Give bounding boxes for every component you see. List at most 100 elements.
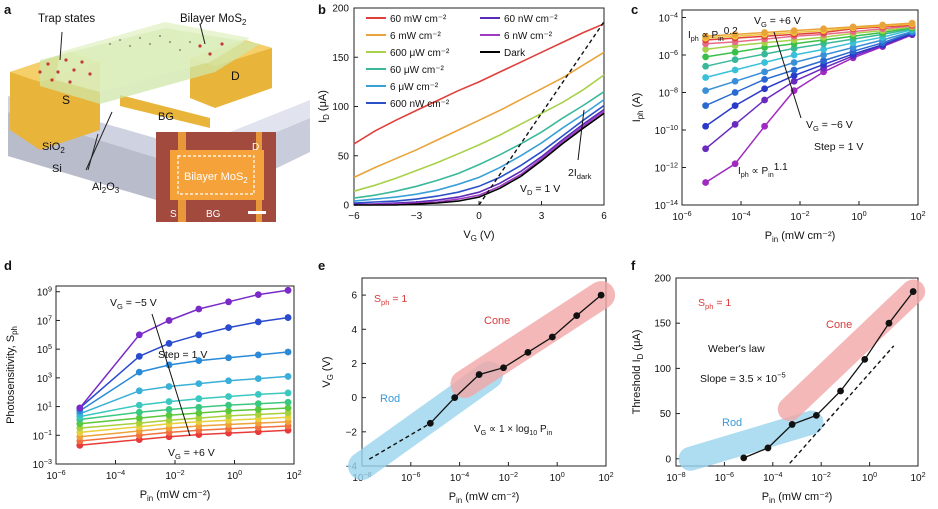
x-tick-label: 10−2 (165, 468, 184, 482)
annotation-step: Step = 1 V (814, 141, 863, 153)
svg-text:S: S (170, 209, 177, 220)
x-tick-label: 10−4 (731, 209, 750, 223)
data-point (195, 409, 203, 417)
svg-text:S: S (62, 93, 70, 107)
series-line (705, 22, 913, 38)
y-tick-label: 10−14 (655, 198, 678, 212)
data-point (702, 32, 709, 40)
plot-frame (361, 277, 607, 467)
y-tick-label: 6 (351, 291, 357, 302)
panel-label-f: f (631, 258, 636, 273)
x-tick-label: 6 (601, 211, 607, 222)
data-point (702, 179, 709, 186)
y-tick-label: 0 (351, 393, 357, 404)
data-point (861, 355, 869, 363)
y-tick-label: 4 (351, 325, 357, 336)
data-point (820, 25, 827, 33)
data-point (820, 51, 827, 59)
series-line (354, 112, 605, 206)
data-point (761, 59, 768, 66)
x-axis-label: Pin (mW cm⁻²) (762, 491, 833, 505)
svg-text:SiO2: SiO2 (42, 141, 65, 155)
data-point (225, 377, 232, 385)
data-point (225, 298, 232, 306)
y-tick-label: 150 (654, 319, 671, 330)
data-point (254, 400, 262, 408)
data-point (790, 45, 798, 52)
y-tick-label: 150 (332, 53, 349, 64)
data-point (761, 29, 768, 36)
annotation-sph: Sph = 1 (374, 293, 407, 307)
x-tick-label: 10−6 (715, 470, 734, 484)
x-tick-label: −6 (348, 211, 360, 222)
annotation-arrow (577, 109, 585, 161)
chart-c-photocurrent: 10−6 10−4 10−2 100 102 10−14 10−12 10−10 10−8 10−… (631, 9, 926, 244)
data-point (254, 351, 262, 359)
data-point (165, 406, 173, 413)
annotation-vg-pos: VG = +6 V (754, 15, 801, 29)
x-tick-label: 10−8 (666, 470, 685, 484)
data-point (731, 66, 739, 74)
data-point (500, 364, 507, 372)
data-point (761, 85, 768, 93)
series-line (353, 23, 605, 145)
svg-text:Bilayer MoS2: Bilayer MoS2 (184, 171, 248, 185)
data-point (135, 419, 143, 427)
y-tick-label: 10−8 (659, 85, 678, 99)
data-point (761, 75, 768, 83)
data-point (731, 77, 739, 85)
y-tick-label: 109 (37, 285, 52, 299)
svg-text:BG: BG (158, 111, 174, 123)
x-tick-label: 10−6 (401, 470, 420, 484)
trap-states-dots (38, 42, 224, 84)
data-point (790, 77, 798, 85)
device-photo-inset: Bilayer MoS2 D S BG (156, 132, 276, 222)
data-point (702, 74, 709, 81)
chart-b-transfer-curves: −6 −3 0 3 6 0 50 100 150 200 VG (V) ID (μA) 60 mW cm… (317, 4, 607, 244)
x-tick-label: 102 (910, 470, 925, 484)
x-tick-label: 10−6 (46, 468, 65, 482)
y-tick-label: 0 (665, 454, 671, 465)
data-point (908, 19, 916, 27)
y-tick-label: −2 (346, 427, 358, 438)
data-point (761, 96, 768, 104)
y-axis-label: Iph (A) (631, 93, 645, 123)
data-point (837, 387, 844, 395)
data-point (731, 102, 739, 110)
data-point (885, 319, 893, 327)
data-point (195, 357, 203, 365)
data-point (790, 66, 798, 74)
data-point (284, 314, 292, 321)
data-point (702, 87, 709, 95)
data-point (195, 403, 203, 411)
series-line (705, 34, 913, 184)
x-tick-label: 10−4 (106, 468, 125, 482)
data-point (788, 421, 796, 428)
series-line (705, 28, 913, 79)
band-cone (777, 279, 926, 422)
data-point (225, 393, 232, 400)
data-point (702, 145, 709, 153)
y-tick-label: 50 (338, 151, 350, 162)
data-point (135, 408, 143, 416)
y-tick-label: 10−1 (33, 428, 52, 442)
dashed-line (368, 422, 431, 460)
data-point (731, 89, 739, 96)
chart-f-threshold: 10−8 10−6 10−4 10−2 100 102 0 50 100 150 200 Pin (m… (631, 274, 926, 506)
data-point (195, 414, 203, 422)
svg-text:Al2O3: Al2O3 (92, 181, 120, 195)
data-point (909, 288, 917, 295)
data-point (820, 57, 827, 65)
data-point (254, 291, 262, 299)
y-tick-label: 200 (654, 274, 671, 285)
x-tick-label: 102 (910, 209, 925, 223)
series-line (429, 294, 602, 424)
y-tick-label: 10−6 (659, 48, 678, 62)
series-line (353, 104, 605, 204)
data-point (761, 122, 768, 130)
data-point (597, 291, 605, 299)
x-tick-label: 102 (598, 470, 613, 484)
series-line (705, 31, 913, 107)
annotation-slope: Slope = 3.5 × 10−5 (700, 371, 786, 385)
x-tick-label: 100 (862, 470, 877, 484)
